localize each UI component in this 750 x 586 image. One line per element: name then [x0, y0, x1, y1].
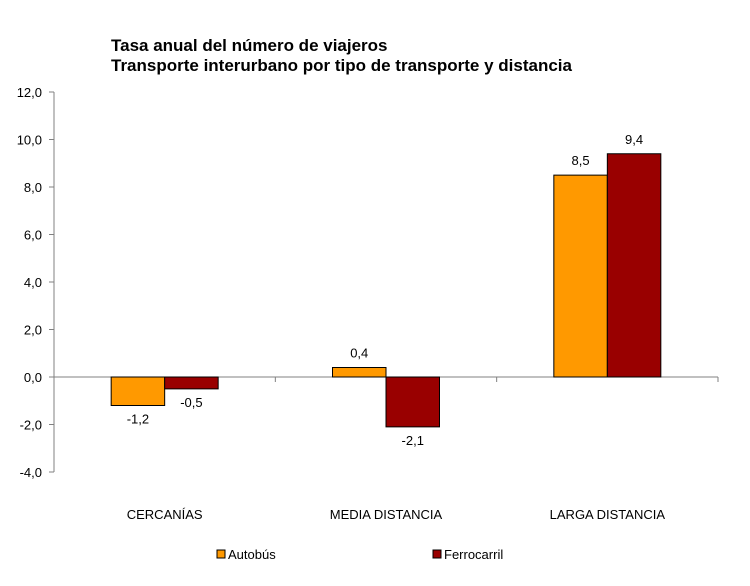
- y-tick-label: 8,0: [24, 180, 42, 195]
- bar-autobs: [110, 376, 166, 406]
- y-tick-label: 2,0: [24, 323, 42, 338]
- legend-label: Autobús: [228, 547, 276, 562]
- y-tick-label: -4,0: [20, 465, 42, 480]
- legend-swatch: [432, 549, 442, 559]
- x-tick-label: LARGA DISTANCIA: [550, 507, 666, 522]
- data-label: 9,4: [625, 132, 643, 147]
- x-tick-label: MEDIA DISTANCIA: [330, 507, 443, 522]
- y-tick-label: 6,0: [24, 228, 42, 243]
- chart-title-line1: Tasa anual del número de viajeros: [111, 36, 388, 55]
- legend-swatch: [216, 549, 226, 559]
- data-label: -1,2: [127, 412, 149, 427]
- bar-ferrocarril: [164, 376, 219, 390]
- y-tick-label: 0,0: [24, 370, 42, 385]
- x-tick-label: CERCANÍAS: [127, 507, 203, 522]
- bar-ferrocarril: [606, 153, 662, 378]
- data-label: 0,4: [350, 346, 368, 361]
- chart-title: Tasa anual del número de viajeros Transp…: [111, 36, 572, 76]
- bar-autobs: [553, 174, 608, 378]
- data-label: -0,5: [180, 395, 202, 410]
- bar-autobs: [332, 367, 387, 378]
- data-label: -2,1: [402, 433, 424, 448]
- chart-subtitle: Transporte interurbano por tipo de trans…: [111, 56, 572, 75]
- bar-ferrocarril: [385, 376, 440, 428]
- data-label: 8,5: [572, 153, 590, 168]
- y-tick-label: 12,0: [17, 85, 42, 100]
- y-tick-label: 10,0: [17, 133, 42, 148]
- y-tick-label: -2,0: [20, 418, 42, 433]
- legend-label: Ferrocarril: [444, 547, 503, 562]
- y-tick-label: 4,0: [24, 275, 42, 290]
